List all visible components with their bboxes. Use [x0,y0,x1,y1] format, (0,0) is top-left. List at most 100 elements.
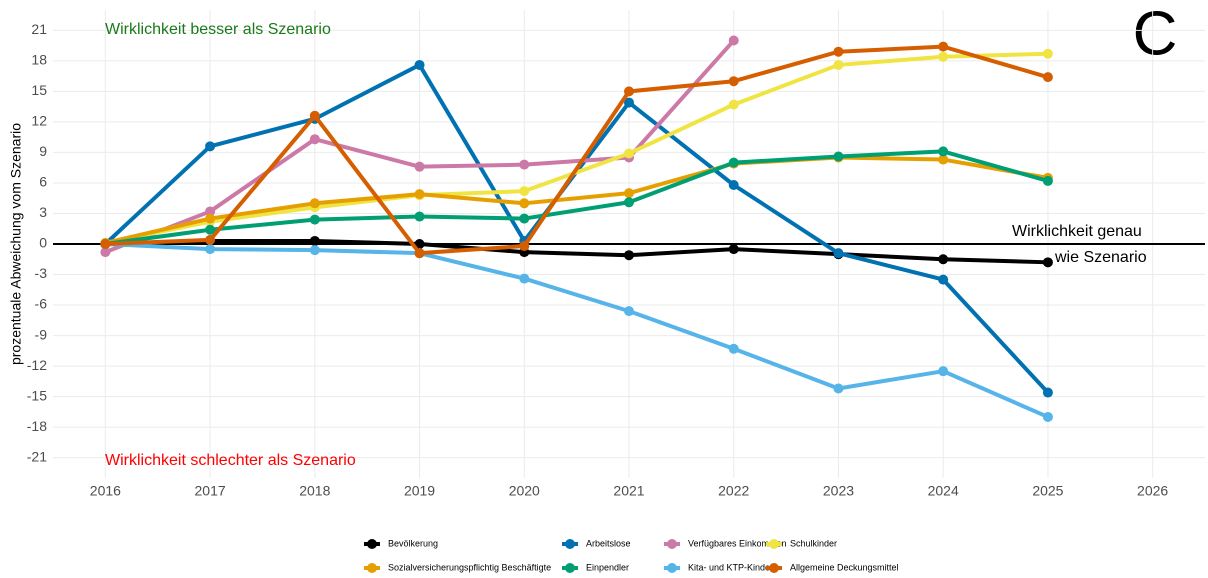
x-tick-label: 2017 [195,483,226,499]
legend-key [667,539,677,549]
annotation: Wirklichkeit schlechter als Szenario [105,452,356,469]
series-line [105,242,1049,419]
legend-key [769,539,779,549]
point [414,211,425,222]
legend-label: Einpendler [586,562,629,572]
point [833,59,844,70]
point [309,235,320,246]
legend-key [769,563,779,573]
point [938,154,949,165]
point [938,274,949,285]
point [1042,411,1053,422]
point [938,51,949,62]
point [414,248,425,259]
legend-key [565,563,575,573]
point [833,151,844,162]
x-tick-label: 2018 [299,483,330,499]
legend-label: Kita- und KTP-Kinder [688,562,773,572]
y-tick-label: -21 [27,448,47,464]
point [309,214,320,225]
point [624,188,634,199]
point [938,366,949,377]
point [100,239,111,249]
x-tick-label: 2024 [928,483,959,499]
y-tick-label: -6 [35,296,48,312]
point [309,245,320,256]
legend-label: Bevölkerung [388,538,438,548]
y-tick-label: -9 [35,326,48,342]
point [833,248,844,259]
x-tick-label: 2022 [718,483,749,499]
series-line [105,238,1048,265]
x-tick-label: 2025 [1032,483,1063,499]
legend-label: Allgemeine Deckungsmittel [790,562,899,572]
point [1042,387,1053,398]
legend-label: Sozialversicherungspflichtig Beschäftigt… [388,562,551,572]
annotation: Wirklichkeit genau [1012,223,1142,240]
point [1042,48,1053,59]
point [728,343,739,354]
x-tick-label: 2019 [404,483,435,499]
series-line [103,62,1050,394]
y-tick-label: 15 [31,82,47,98]
y-tick-label: 12 [31,113,47,129]
point [624,306,634,317]
point [309,134,320,145]
point [624,97,634,108]
point [205,213,216,224]
point [1042,175,1053,186]
point [1042,257,1053,268]
point [624,197,634,208]
point [205,244,216,255]
point [205,224,216,235]
x-tick-label: 2026 [1137,483,1168,499]
annotation: wie Szenario [1054,249,1147,266]
x-tick-label: 2021 [613,483,644,499]
point [414,239,425,249]
point [519,159,530,170]
point [519,213,530,224]
point [833,383,844,394]
y-tick-label: -12 [27,357,47,373]
point [519,273,530,284]
point [519,241,530,252]
point [519,198,530,209]
point [938,146,949,157]
point [728,35,739,46]
y-axis-label: prozentuale Abweichung vom Szenario [8,123,24,365]
point [728,76,739,87]
point [414,189,425,200]
legend-key [367,539,377,549]
y-tick-label: -15 [27,387,47,403]
point [309,110,320,121]
y-tick-label: -18 [27,418,47,434]
point [1042,72,1053,83]
legend-key [667,563,677,573]
legend-label: Arbeitslose [586,538,631,548]
point [833,46,844,57]
point [414,59,425,70]
x-tick-label: 2023 [823,483,854,499]
point [938,41,949,52]
x-tick-label: 2016 [90,483,121,499]
point [624,86,634,97]
point [309,198,320,209]
point [205,206,216,217]
y-tick-label: 0 [39,235,47,251]
point [519,186,530,197]
point [414,161,425,172]
y-tick-label: 6 [39,174,47,190]
annotation: Wirklichkeit besser als Szenario [105,21,331,38]
y-tick-label: 9 [39,143,47,159]
point [624,250,634,261]
y-tick-label: -3 [35,265,48,281]
panel-label: C [1133,0,1178,68]
y-tick-label: 3 [39,204,47,220]
series-line [105,44,1049,256]
legend-label: Schulkinder [790,538,837,548]
series-line [104,155,1049,245]
legend-key [565,539,575,549]
point [205,141,216,152]
legend-key [367,563,377,573]
